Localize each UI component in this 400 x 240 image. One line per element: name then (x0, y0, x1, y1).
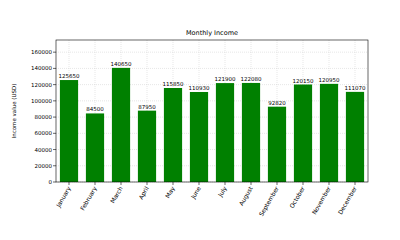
bar (190, 92, 208, 182)
x-tick (147, 182, 148, 185)
plot-frame (56, 40, 368, 182)
x-tick (303, 182, 304, 185)
y-tick-label: 100000 (31, 98, 52, 104)
y-tick (53, 52, 56, 53)
bars-group (60, 68, 364, 182)
x-tick (69, 182, 70, 185)
bar (320, 84, 338, 182)
x-tick-label: August (237, 184, 255, 207)
data-label: 110930 (189, 85, 210, 91)
bar (242, 83, 260, 182)
y-tick (53, 117, 56, 118)
y-axis-label: Income value (USD) (11, 84, 17, 139)
bar (346, 92, 364, 182)
x-tick (251, 182, 252, 185)
x-tick-label: April (137, 185, 151, 201)
data-label: 122080 (241, 76, 262, 82)
y-tick-label: 140000 (31, 65, 52, 71)
y-tick-label: 20000 (35, 163, 53, 169)
bar (216, 83, 234, 182)
y-tick-label: 80000 (35, 114, 53, 120)
x-tick (355, 182, 356, 185)
bar (294, 85, 312, 182)
x-tick (329, 182, 330, 185)
x-tick-label: February (79, 185, 99, 212)
bar (164, 88, 182, 182)
x-tick-label: January (54, 185, 73, 210)
data-label: 84500 (86, 106, 104, 112)
data-label: 120950 (319, 77, 340, 83)
data-label: 121900 (215, 76, 236, 82)
grid-line (56, 68, 368, 69)
x-tick (95, 182, 96, 185)
data-label: 87950 (138, 104, 156, 110)
bar (112, 68, 130, 182)
data-label: 115850 (163, 81, 184, 87)
y-tick-label: 40000 (35, 147, 53, 153)
chart-container: 0 20000 40000 60000 80000 100000 120000 140000 1… (0, 0, 400, 240)
data-label: 140650 (111, 61, 132, 67)
x-tick-label: December (336, 185, 358, 216)
x-tick (121, 182, 122, 185)
data-label: 92820 (268, 100, 286, 106)
y-tick-label: 160000 (31, 49, 52, 55)
y-tick (53, 149, 56, 150)
y-tick (53, 165, 56, 166)
y-tick (53, 84, 56, 85)
x-tick-label: May (164, 185, 177, 200)
data-label: 120150 (293, 78, 314, 84)
x-tick-label: March (109, 185, 124, 205)
y-tick (53, 100, 56, 101)
bar (268, 107, 286, 182)
x-tick (199, 182, 200, 185)
bar (60, 80, 78, 182)
y-tick (53, 182, 56, 183)
y-tick-label: 60000 (35, 130, 53, 136)
bar (86, 113, 104, 182)
data-label: 125650 (59, 73, 80, 79)
x-tick-label: June (189, 185, 203, 201)
y-tick (53, 133, 56, 134)
y-tick (53, 68, 56, 69)
x-tick-label: October (288, 185, 306, 210)
chart-svg: 0 20000 40000 60000 80000 100000 120000 140000 1… (0, 0, 400, 240)
x-tick (277, 182, 278, 185)
x-tick (173, 182, 174, 185)
y-tick-label: 120000 (31, 82, 52, 88)
data-label: 111070 (345, 85, 366, 91)
y-tick-label: 0 (49, 179, 53, 185)
x-tick-label: July (216, 185, 229, 200)
x-tick-label: September (257, 185, 281, 218)
bar (138, 111, 156, 182)
x-tick (225, 182, 226, 185)
title: Monthly Income (186, 29, 238, 37)
grid-line (56, 52, 368, 53)
x-tick-label: November (310, 185, 332, 216)
